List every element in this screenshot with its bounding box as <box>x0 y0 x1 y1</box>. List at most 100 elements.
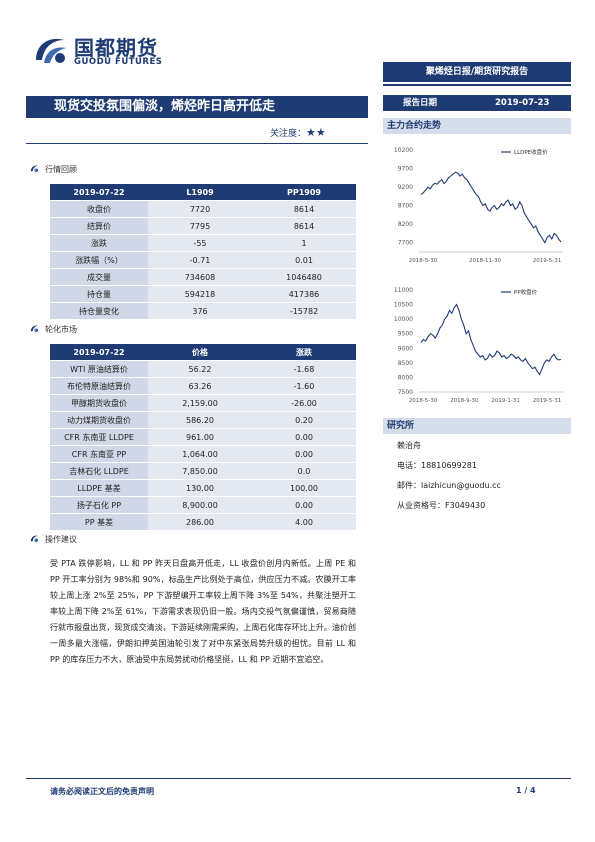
cell: 961.00 <box>148 428 252 446</box>
table-row: PP 基差 286.00 4.00 <box>50 513 356 531</box>
y-tick-label: 10200 <box>394 147 413 154</box>
cell: 63.26 <box>148 377 252 395</box>
section-related-markets: 轮化市场 <box>30 324 77 335</box>
table-row: 布伦特原油结算价 63.26 -1.60 <box>50 377 356 395</box>
section-bullet-icon <box>30 535 39 543</box>
analyst-license: 从业资格号：F3049430 <box>397 501 486 510</box>
star-rating-icon: ★★ <box>306 126 326 139</box>
section-main-contract-trend: 主力合约走势 <box>383 118 571 134</box>
footer-divider <box>26 778 571 779</box>
cell: 286.00 <box>148 513 252 531</box>
row-label: 结算价 <box>50 217 148 235</box>
section-bullet-icon <box>30 325 39 333</box>
table-row: 吉林石化 LLDPE 7,850.00 0.0 <box>50 462 356 480</box>
legend-label: PP收盘价 <box>514 288 538 296</box>
cell: 0.00 <box>252 428 356 446</box>
related-markets-table: 2019-07-22 价格 涨跌 WTI 原油结算价 56.22 -1.68 布伦特… <box>50 344 356 531</box>
report-type-banner: 聚烯烃日报/期货研究报告 <box>383 62 571 82</box>
section-title: 行情回顾 <box>45 165 77 174</box>
report-date-bar: 报告日期 2019-07-23 <box>383 95 571 111</box>
cell: 8614 <box>252 217 356 235</box>
disclaimer-link[interactable]: 请务必阅读正文后的免责声明 <box>50 787 154 796</box>
cell: 734608 <box>148 268 252 286</box>
table-header-cell: PP1909 <box>252 184 356 201</box>
table-row: 收盘价 7720 8614 <box>50 200 356 218</box>
cell: 1,064.00 <box>148 445 252 463</box>
row-label: CFR 东南亚 PP <box>50 445 148 463</box>
advice-paragraph: 受 PTA 跌停影响，LL 和 PP 昨天日盘高开低走，LL 收盘价创月内新低。… <box>50 559 356 664</box>
section-title: 操作建议 <box>45 535 77 544</box>
row-label: 涨跌 <box>50 234 148 252</box>
cell: -55 <box>148 234 252 252</box>
cell: 7,850.00 <box>148 462 252 480</box>
cell: 417386 <box>252 285 356 303</box>
cell: 8,900.00 <box>148 496 252 514</box>
page-number: 1 / 4 <box>516 786 536 795</box>
cell: -15782 <box>252 302 356 320</box>
cell: 1046480 <box>252 268 356 286</box>
attention-rating: 关注度：★★ <box>270 126 326 139</box>
y-tick-label: 8500 <box>398 360 413 367</box>
y-tick-label: 9700 <box>398 166 413 173</box>
row-label: 涨跌幅（%） <box>50 251 148 269</box>
x-tick-label: 2018-5-30 <box>409 398 438 404</box>
table-header-row: 2019-07-22 L1909 PP1909 <box>50 184 356 201</box>
x-tick-label: 2019-5-31 <box>533 258 561 264</box>
table-row: WTI 原油结算价 56.22 -1.68 <box>50 360 356 378</box>
series-line <box>420 171 562 244</box>
cell: 594218 <box>148 285 252 303</box>
cell: 130.00 <box>148 479 252 497</box>
row-label: 收盘价 <box>50 200 148 218</box>
analyst-email: 邮件：laizhicun@guodu.cc <box>397 481 501 490</box>
market-review-table: 2019-07-22 L1909 PP1909 收盘价 7720 8614 结算价 7… <box>50 184 356 320</box>
logo-text-en: GUODU FUTURES <box>74 57 163 67</box>
report-date-label: 报告日期 <box>403 98 438 108</box>
report-date-value: 2019-07-23 <box>495 98 550 108</box>
row-label: 布伦特原油结算价 <box>50 377 148 395</box>
table-header-cell: 2019-07-22 <box>50 344 148 361</box>
y-tick-label: 10000 <box>394 316 413 323</box>
x-tick-label: 2019-1-31 <box>491 398 519 404</box>
y-tick-label: 9200 <box>398 184 413 191</box>
section-market-review: 行情回顾 <box>30 164 77 175</box>
table-row: 持仓量变化 376 -15782 <box>50 302 356 320</box>
cell: 0.01 <box>252 251 356 269</box>
attention-label: 关注度： <box>270 129 307 139</box>
table-header-cell: L1909 <box>148 184 252 201</box>
table-row: 成交量 734608 1046480 <box>50 268 356 286</box>
table-row: 结算价 7795 8614 <box>50 217 356 235</box>
cell: -1.60 <box>252 377 356 395</box>
header-divider <box>383 84 571 86</box>
y-tick-label: 7700 <box>398 240 413 247</box>
row-label: 成交量 <box>50 268 148 286</box>
cell: 376 <box>148 302 252 320</box>
cell: 8614 <box>252 200 356 218</box>
cell: 4.00 <box>252 513 356 531</box>
title-divider <box>26 143 368 144</box>
y-tick-label: 9000 <box>398 345 413 352</box>
cell: 100.00 <box>252 479 356 497</box>
section-operation-advice: 操作建议 <box>30 534 77 545</box>
cell: -0.71 <box>148 251 252 269</box>
table-row: 涨跌幅（%） -0.71 0.01 <box>50 251 356 269</box>
row-label: 扬子石化 PP <box>50 496 148 514</box>
table-row: 涨跌 -55 1 <box>50 234 356 252</box>
row-label: 持仓量变化 <box>50 302 148 320</box>
table-header-cell: 涨跌 <box>252 344 356 361</box>
row-label: WTI 原油结算价 <box>50 360 148 378</box>
table-row: 扬子石化 PP 8,900.00 0.00 <box>50 496 356 514</box>
row-label: LLDPE 基差 <box>50 479 148 497</box>
analyst-phone: 电话：18810699281 <box>397 461 477 470</box>
lldpe-close-chart: 7700 8200 8700 9200 9700 10200 2018-5-30 2018-1… <box>394 147 563 264</box>
table-row: 动力煤期货收盘价 586.20 0.20 <box>50 411 356 429</box>
cell: 586.20 <box>148 411 252 429</box>
y-tick-label: 8700 <box>398 203 413 210</box>
table-row: 持仓量 594218 417386 <box>50 285 356 303</box>
cell: -1.68 <box>252 360 356 378</box>
y-tick-label: 8200 <box>398 221 413 228</box>
table-header-cell: 2019-07-22 <box>50 184 148 201</box>
x-tick-label: 2018-9-30 <box>450 398 479 404</box>
cell: 7795 <box>148 217 252 235</box>
report-title: 现货交投氛围偏淡，烯烃昨日高开低走 <box>26 96 368 118</box>
cell: -26.00 <box>252 394 356 412</box>
